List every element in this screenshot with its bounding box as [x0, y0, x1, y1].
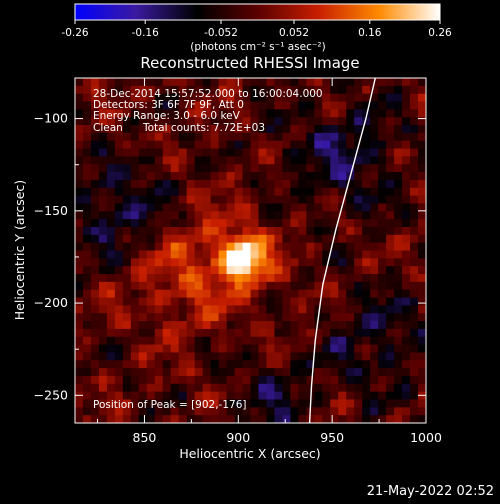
annotation-peak-position: Position of Peak = [902,-176] — [93, 399, 247, 411]
chart-title: Reconstructed RHESSI Image — [140, 54, 359, 72]
colorbar-tick-label: -0.052 — [204, 27, 238, 39]
x-tick-label: 850 — [133, 430, 157, 445]
colorbar-tick-label: 0.052 — [279, 27, 309, 39]
x-axis-label: Heliocentric X (arcsec) — [179, 446, 320, 461]
colorbar-ticks: -0.26 -0.16 -0.052 0.052 0.16 0.26 — [61, 20, 452, 39]
y-tick-label: −200 — [34, 295, 68, 310]
x-tick-label: 900 — [226, 430, 250, 445]
y-tick-label: −150 — [34, 203, 68, 218]
annotation-energy-range: Energy Range: 3.0 - 6.0 keV — [93, 110, 241, 122]
image-area — [75, 78, 426, 423]
y-tick-label: −100 — [34, 111, 68, 126]
colorbar-tick-label: -0.16 — [132, 27, 159, 39]
x-tick-label: 1000 — [410, 430, 442, 445]
colorbar-unit-label: (photons cm⁻² s⁻¹ asec⁻²) — [190, 41, 325, 53]
colorbar-strip — [74, 3, 441, 21]
heatmap-image — [75, 78, 426, 423]
annotation-total-counts: Total counts: 7.72E+03 — [142, 122, 265, 134]
colorbar: -0.26 -0.16 -0.052 0.052 0.16 0.26 (photons c… — [61, 3, 452, 53]
plot-frame — [74, 77, 427, 424]
annotation-time-range: 28-Dec-2014 15:57:52.000 to 16:00:04.000 — [93, 88, 323, 100]
x-axis: 850 900 950 1000 — [97, 78, 442, 445]
y-tick-label: −250 — [34, 387, 68, 402]
x-tick-label: 950 — [320, 430, 344, 445]
y-axis-label: Heliocentric Y (arcsec) — [12, 180, 27, 320]
solar-limb-line — [308, 78, 376, 423]
colorbar-tick-label: 0.16 — [358, 27, 382, 39]
plot-annotations: 28-Dec-2014 15:57:52.000 to 16:00:04.000… — [93, 88, 323, 411]
y-axis: −100 −150 −200 −250 — [34, 111, 426, 402]
annotation-detectors: Detectors: 3F 6F 7F 9F, Att 0 — [93, 99, 244, 111]
colorbar-tick-label: -0.26 — [61, 27, 88, 39]
render-timestamp: 21-May-2022 02:52 — [367, 484, 494, 499]
annotation-method: Clean — [93, 122, 123, 134]
colorbar-tick-label: 0.26 — [428, 27, 452, 39]
